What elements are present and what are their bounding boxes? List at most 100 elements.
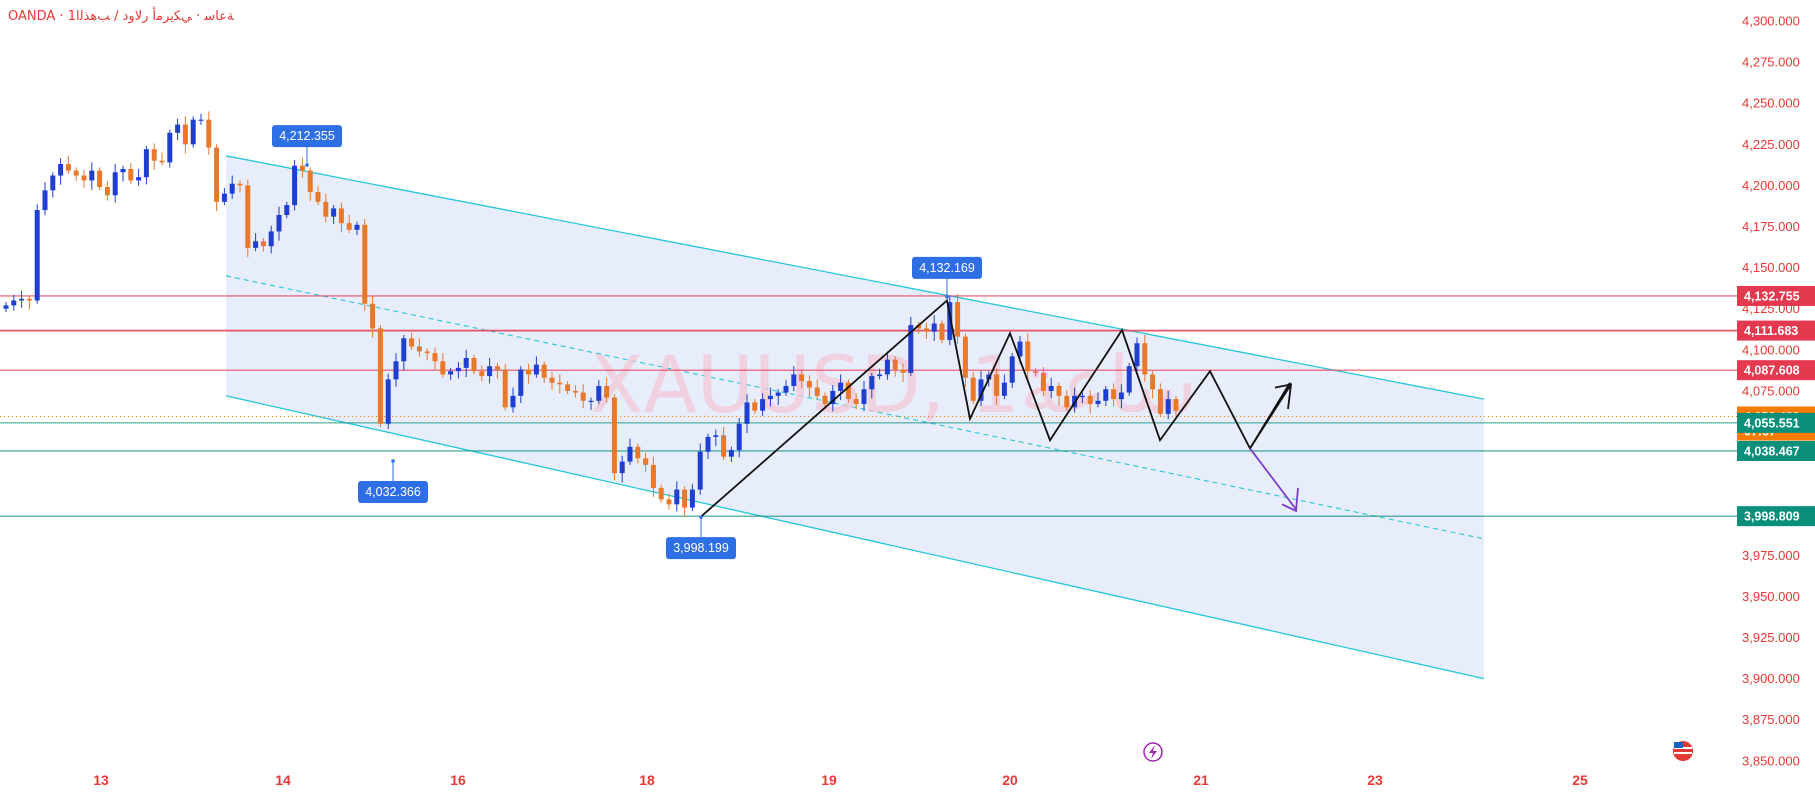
- candle-body: [34, 210, 40, 301]
- candle-body: [627, 446, 633, 462]
- candle-body: [354, 224, 360, 230]
- price-level-badge-label: 4,038.467: [1744, 444, 1800, 458]
- y-axis-tick-label: 3,950.000: [1742, 589, 1800, 604]
- callout-dot: [945, 295, 949, 299]
- candle-body: [1150, 374, 1156, 390]
- candle-body: [697, 451, 703, 490]
- candle-body: [549, 377, 555, 383]
- price-callout: [272, 125, 342, 148]
- candle-body: [557, 382, 563, 385]
- up-arrow-shaft: [1249, 385, 1291, 449]
- callout-dot: [305, 163, 309, 167]
- candle-body: [89, 170, 95, 181]
- candle-body: [962, 336, 968, 378]
- x-axis-tick-label: 16: [450, 772, 466, 788]
- price-callout: [666, 537, 736, 560]
- candle-body: [1134, 343, 1140, 367]
- candle-body: [432, 353, 438, 362]
- candle-body: [1111, 389, 1117, 400]
- candle-body: [214, 147, 220, 202]
- price-callout: [358, 480, 428, 503]
- candle-body: [42, 190, 48, 211]
- candle-body: [806, 381, 812, 388]
- candle-body: [541, 364, 547, 378]
- candle-body: [167, 132, 173, 163]
- candle-body: [916, 325, 922, 329]
- candle-body: [424, 351, 430, 354]
- candle-body: [3, 305, 9, 309]
- price-level-badge: [1737, 320, 1815, 341]
- candle-body: [533, 364, 539, 375]
- candle-body: [830, 390, 836, 405]
- candle-body: [97, 170, 103, 188]
- candle-body: [143, 149, 149, 178]
- y-axis-tick-label: 4,200.000: [1742, 178, 1800, 193]
- candle-body: [190, 119, 196, 145]
- candle-body: [510, 395, 516, 408]
- candle-body: [713, 435, 719, 437]
- callout-label: 3,998.199: [673, 541, 729, 555]
- candle-body: [666, 499, 672, 505]
- candle-body: [721, 435, 727, 457]
- candle-body: [276, 214, 282, 232]
- candle-body: [565, 384, 571, 391]
- y-axis-tick-label: 3,875.000: [1742, 712, 1800, 727]
- candle-body: [955, 302, 961, 337]
- candle-body: [11, 300, 17, 306]
- candle-body: [463, 358, 469, 368]
- candle-body: [253, 241, 259, 248]
- candle-body: [26, 298, 32, 301]
- x-axis-tick-label: 14: [275, 772, 291, 788]
- candle-body: [479, 371, 485, 377]
- candle-body: [401, 338, 407, 362]
- channel-lower-line: [225, 395, 1485, 680]
- down-arrow-head: [1281, 487, 1299, 513]
- candle-body: [1048, 385, 1054, 391]
- candle-body: [260, 241, 266, 247]
- candle-body: [362, 224, 368, 304]
- x-axis-tick-label: 25: [1572, 772, 1588, 788]
- candle-body: [448, 371, 454, 375]
- candle-body: [596, 385, 602, 401]
- candle-body: [939, 323, 945, 340]
- candle-body: [1025, 341, 1031, 372]
- price-level-badge: [1737, 285, 1815, 306]
- candle-body: [853, 399, 859, 405]
- y-axis-tick-label: 4,175.000: [1742, 219, 1800, 234]
- candle-body: [1087, 395, 1093, 405]
- candle-body: [674, 489, 680, 505]
- price-level-badge-label: 3,998.809: [1744, 510, 1800, 524]
- candle-body: [112, 172, 118, 196]
- lightning-bolt-icon: [1143, 742, 1163, 762]
- candle-body: [643, 458, 649, 465]
- candle-body: [471, 358, 477, 372]
- candle-body: [744, 402, 750, 424]
- callout-dot: [391, 459, 395, 463]
- candle-body: [572, 390, 578, 393]
- candle-body: [73, 170, 79, 176]
- candle-body: [1064, 395, 1070, 408]
- candle-body: [104, 187, 110, 196]
- candle-body: [783, 385, 789, 393]
- candle-body: [175, 124, 181, 133]
- candle-body: [377, 328, 383, 424]
- candle-body: [900, 369, 906, 373]
- candle-body: [814, 387, 820, 396]
- candle-body: [136, 177, 142, 181]
- callout-dot: [699, 515, 703, 519]
- y-axis-tick-label: 3,900.000: [1742, 671, 1800, 686]
- candle-body: [1009, 356, 1015, 383]
- candle-body: [1157, 389, 1163, 414]
- x-axis-tick-label: 20: [1002, 772, 1018, 788]
- y-axis-tick-label: 4,250.000: [1742, 96, 1800, 111]
- candle-body: [752, 402, 758, 411]
- candle-body: [580, 392, 586, 401]
- candle-body: [393, 361, 399, 380]
- candle-body: [206, 119, 212, 148]
- candle-body: [518, 369, 524, 396]
- channel-midline: [225, 275, 1485, 540]
- callout-label: 4,132.169: [919, 261, 975, 275]
- candle-body: [229, 183, 235, 194]
- y-axis-tick-label: 4,150.000: [1742, 260, 1800, 275]
